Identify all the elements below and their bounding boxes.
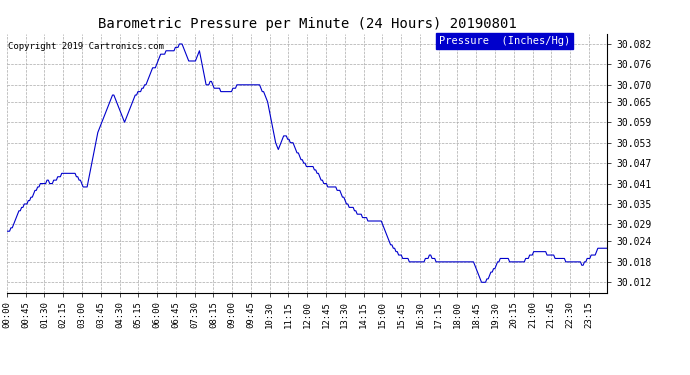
Title: Barometric Pressure per Minute (24 Hours) 20190801: Barometric Pressure per Minute (24 Hours… bbox=[98, 17, 516, 31]
Text: Copyright 2019 Cartronics.com: Copyright 2019 Cartronics.com bbox=[8, 42, 164, 51]
Text: Pressure  (Inches/Hg): Pressure (Inches/Hg) bbox=[439, 36, 571, 46]
